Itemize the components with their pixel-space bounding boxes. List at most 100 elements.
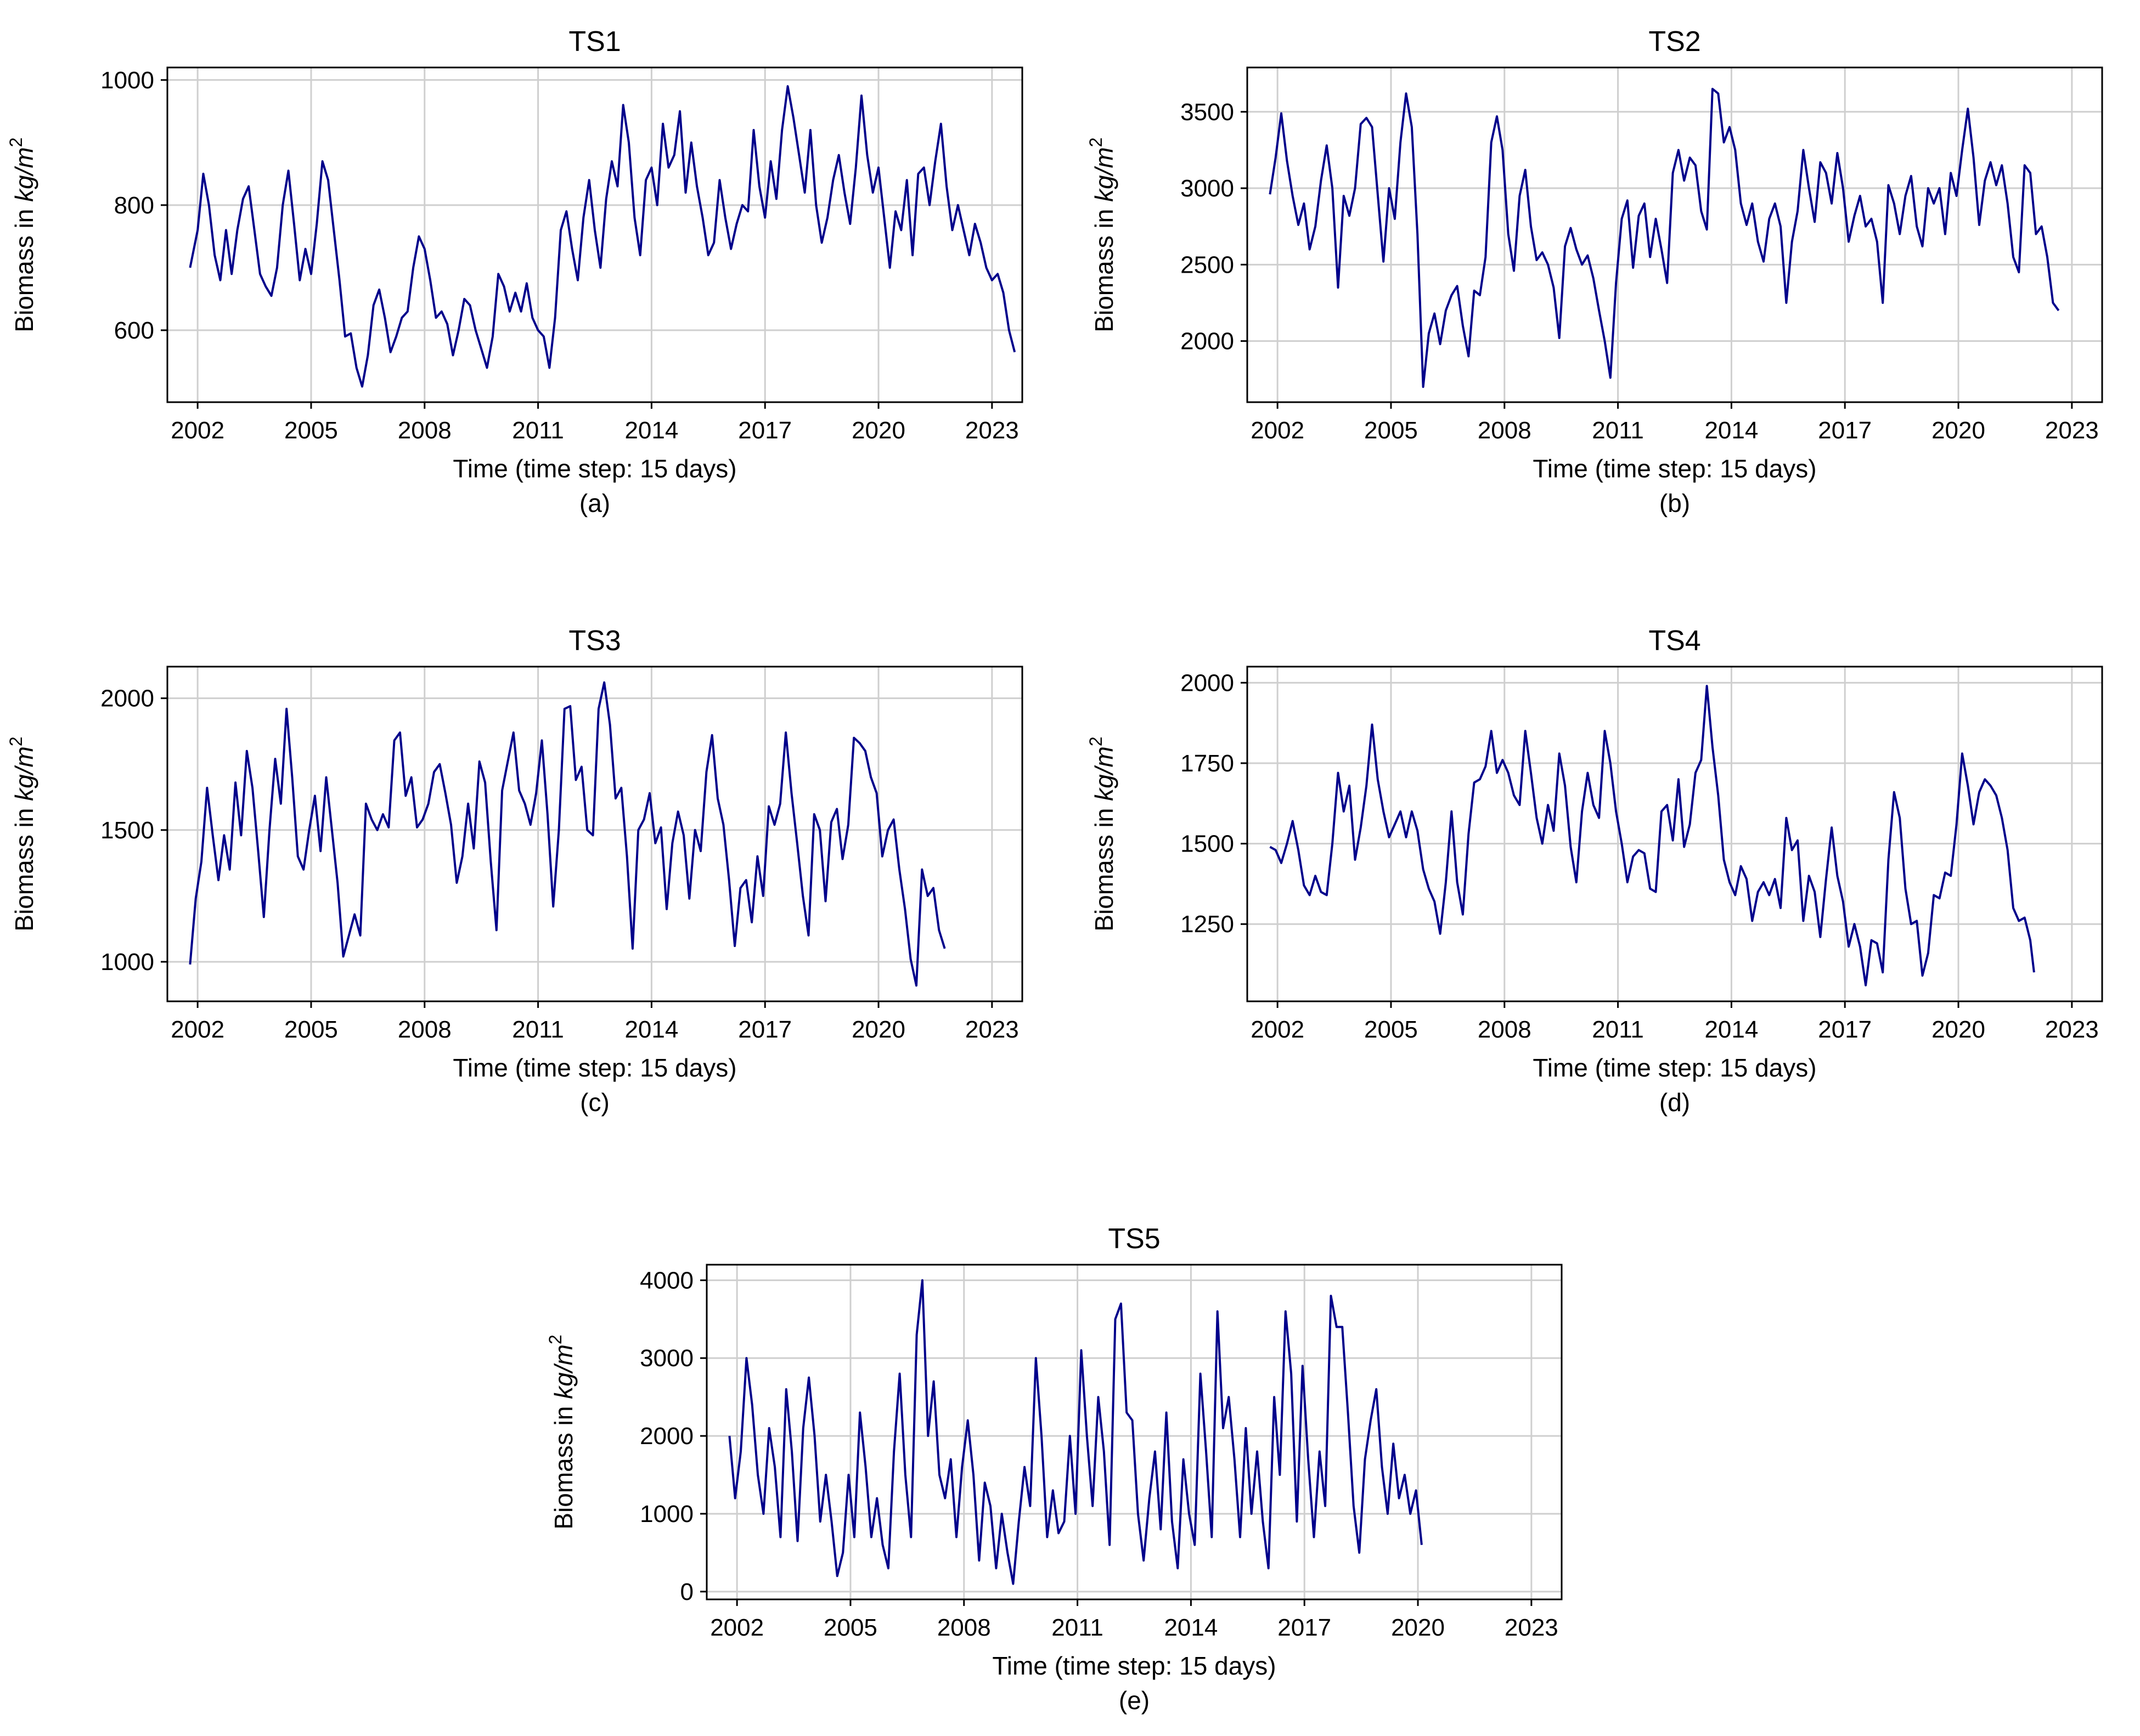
y-tick-label: 4000 [640,1267,694,1294]
x-axis-label: Time (time step: 15 days) [453,1053,736,1082]
y-tick-label: 2000 [1180,669,1234,696]
x-axis-label: Time (time step: 15 days) [1533,1053,1816,1082]
x-tick-label: 2008 [1478,1016,1531,1043]
y-axis-label-exponent: 2 [1086,736,1106,746]
x-tick-label: 2005 [1364,1016,1418,1043]
y-axis-label-prefix: Biomass in [1090,202,1118,332]
x-tick-label: 2020 [1931,1016,1985,1043]
x-tick-label: 2005 [284,1016,338,1043]
x-tick-label: 2014 [624,417,678,444]
plot-frame [166,66,1023,403]
chart-ts3: 2002 2005 2008 2011 2014 2017 2020 2023 1000 1500… [6,625,1023,1117]
x-tick-label: 2002 [710,1614,764,1641]
series-line-ts1 [189,85,1016,388]
x-tick-label: 2020 [852,1016,905,1043]
y-axis-label-unit: kg/m [10,746,38,801]
y-tick-label: 3000 [640,1345,694,1372]
y-axis-label-exponent: 2 [545,1334,565,1344]
y-axis-label: Biomass in kg/m2 [545,1334,578,1529]
x-tick-label: 2011 [1592,417,1644,444]
y-tick-label: 2000 [640,1423,694,1450]
x-tick-label: 2002 [1251,417,1304,444]
chart-ts2: 2002 2005 2008 2011 2014 2017 2020 2023 2000 2500… [1086,26,2103,517]
chart-ts5: 2002 2005 2008 2011 2014 2017 2020 2023 0 1000 200… [545,1223,1563,1715]
y-tick-label: 2000 [1180,328,1234,355]
y-tick-label: 2000 [100,685,154,712]
x-tick-label: 2005 [284,417,338,444]
y-tick-label: 3000 [1180,175,1234,202]
chart-title: TS5 [1108,1223,1160,1255]
y-axis-label-exponent: 2 [6,137,26,147]
subfigure-label: (c) [580,1088,610,1117]
y-tick-label: 1500 [1180,831,1234,858]
x-tick-label: 2017 [738,1016,792,1043]
y-axis-label: Biomass in kg/m2 [6,736,38,931]
x-axis-label: Time (time step: 15 days) [992,1652,1276,1680]
x-tick-label: 2008 [937,1614,991,1641]
plot-frame [166,666,1023,1002]
y-axis-label-unit: kg/m [10,147,38,202]
x-tick-label: 2023 [1505,1614,1558,1641]
x-tick-label: 2002 [171,417,224,444]
y-axis-label-prefix: Biomass in [10,801,38,932]
chart-ts4: 2002 2005 2008 2011 2014 2017 2020 2023 1250 1500… [1086,625,2103,1117]
x-tick-label: 2020 [852,417,905,444]
y-tick-label: 1000 [100,67,154,94]
subfigure-label: (a) [579,489,610,517]
x-tick-label: 2023 [965,1016,1019,1043]
y-tick-label: 600 [114,317,154,344]
x-tick-label: 2014 [1164,1614,1218,1641]
chart-ts1: 2002 2005 2008 2011 2014 2017 2020 2023 600 800 10… [6,26,1023,517]
series-line-ts4 [1269,685,2035,987]
series-line-ts2 [1269,88,2060,388]
y-axis-label: Biomass in kg/m2 [1086,137,1118,332]
y-axis-label-unit: kg/m [1090,746,1118,801]
x-tick-label: 2008 [1478,417,1531,444]
y-axis-label-prefix: Biomass in [10,202,38,332]
y-axis-label-prefix: Biomass in [1090,801,1118,932]
x-tick-label: 2005 [1364,417,1418,444]
y-tick-label: 3500 [1180,99,1234,126]
plot-frame [1246,66,2103,403]
x-tick-label: 2011 [1051,1614,1103,1641]
plot-frame [706,1264,1563,1600]
chart-title: TS1 [568,26,621,58]
y-tick-label: 1000 [100,949,154,976]
chart-title: TS4 [1648,625,1700,657]
x-tick-label: 2020 [1931,417,1985,444]
y-axis-label: Biomass in kg/m2 [6,137,38,332]
series-line-ts5 [728,1279,1423,1585]
y-tick-label: 1000 [640,1501,694,1528]
y-tick-label: 2500 [1180,251,1234,278]
x-tick-label: 2002 [1251,1016,1304,1043]
chart-title: TS2 [1648,26,1700,58]
x-tick-label: 2017 [1277,1614,1331,1641]
x-tick-label: 2011 [512,417,564,444]
x-tick-label: 2011 [1592,1016,1644,1043]
x-tick-label: 2023 [965,417,1019,444]
x-tick-label: 2008 [398,1016,452,1043]
subfigure-label: (e) [1119,1686,1150,1715]
y-axis-label-unit: kg/m [1090,147,1118,202]
y-axis-label-exponent: 2 [1086,137,1106,147]
x-tick-label: 2017 [738,417,792,444]
x-tick-label: 2017 [1818,417,1872,444]
x-tick-label: 2017 [1818,1016,1872,1043]
plot-frame [1246,666,2103,1002]
x-tick-label: 2005 [824,1614,877,1641]
y-axis-label-unit: kg/m [549,1344,578,1399]
x-tick-label: 2008 [398,417,452,444]
x-tick-label: 2014 [1704,1016,1758,1043]
subfigure-label: (d) [1659,1088,1690,1117]
y-axis-label: Biomass in kg/m2 [1086,736,1118,931]
y-tick-label: 0 [680,1579,694,1605]
y-tick-label: 1250 [1180,911,1234,938]
y-axis-label-exponent: 2 [6,736,26,746]
x-tick-label: 2014 [624,1016,678,1043]
x-tick-label: 2014 [1704,417,1758,444]
y-tick-label: 1500 [100,817,154,844]
chart-title: TS3 [568,625,621,657]
series-line-ts3 [189,681,946,987]
x-tick-label: 2002 [171,1016,224,1043]
